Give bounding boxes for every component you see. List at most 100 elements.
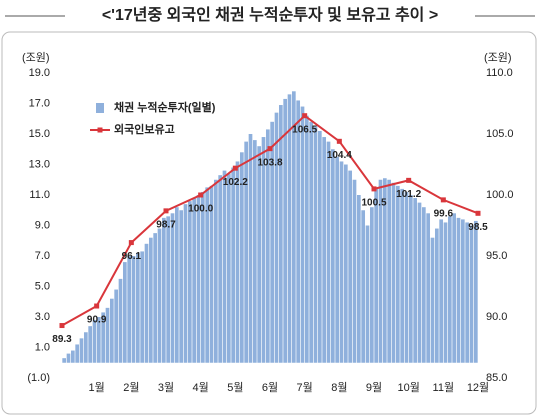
bar: [174, 207, 179, 363]
value-label: 98.5: [468, 222, 488, 233]
bar: [348, 170, 353, 363]
bar: [257, 146, 262, 363]
y-axis-label: (조원): [22, 51, 50, 64]
y2-tick-label: 95.0: [486, 250, 507, 262]
bar: [452, 213, 457, 363]
x-tick-label: 9월: [366, 381, 382, 394]
bar: [70, 350, 75, 363]
bar: [339, 161, 344, 363]
legend-swatch: [96, 103, 104, 113]
bar: [213, 179, 218, 363]
bar: [443, 222, 448, 363]
x-tick-label: 5월: [227, 381, 243, 394]
marker: [267, 146, 273, 152]
bar: [378, 179, 383, 363]
bar: [131, 256, 136, 363]
marker: [406, 177, 412, 183]
bar: [343, 164, 348, 363]
bar: [326, 141, 331, 363]
x-tick-label: 7월: [297, 381, 313, 394]
y2-axis-label: (조원): [484, 51, 512, 64]
chart-title: <'17년중 외국인 채권 누적순투자 및 보유고 추이 >: [102, 5, 438, 24]
bar: [226, 173, 231, 363]
x-tick-label: 8월: [331, 381, 347, 394]
marker: [59, 323, 65, 329]
bar: [265, 129, 270, 363]
bar: [352, 179, 357, 363]
bar: [140, 251, 145, 363]
y-tick-label: 11.0: [29, 189, 50, 201]
bar: [205, 187, 210, 363]
bar: [291, 91, 296, 363]
bar: [460, 219, 465, 363]
bar: [465, 222, 470, 363]
x-tick-label: 3월: [158, 381, 174, 394]
x-tick-label: 12월: [467, 381, 489, 394]
bar: [252, 140, 257, 363]
bar: [148, 237, 153, 363]
bar: [192, 198, 197, 363]
value-label: 99.6: [434, 209, 454, 220]
value-label: 96.1: [122, 251, 142, 262]
bar: [122, 262, 127, 363]
bar: [313, 126, 318, 363]
bar: [222, 170, 227, 363]
bar: [92, 320, 97, 363]
bar: [196, 195, 201, 363]
bar: [335, 156, 340, 363]
bar: [187, 201, 192, 363]
y2-tick-label: 110.0: [486, 67, 513, 79]
bar: [278, 105, 283, 363]
y-tick-label: 1.0: [35, 341, 50, 353]
bar: [161, 217, 166, 363]
y-tick-label: 7.0: [35, 250, 50, 262]
marker: [475, 210, 481, 216]
value-label: 103.8: [257, 157, 282, 168]
bar: [118, 278, 123, 363]
x-tick-label: 4월: [193, 381, 209, 394]
bar: [473, 220, 478, 363]
bar: [144, 243, 149, 363]
bar: [135, 252, 140, 363]
bar: [283, 98, 288, 363]
marker: [440, 197, 446, 203]
bar: [244, 141, 249, 363]
bar: [101, 312, 106, 363]
bar: [395, 185, 400, 363]
bar: [96, 317, 101, 363]
bar: [408, 195, 413, 363]
marker: [198, 192, 204, 198]
y-tick-label: 17.0: [29, 97, 50, 109]
bar: [88, 326, 93, 363]
bar: [309, 121, 314, 363]
marker: [336, 138, 342, 144]
bar: [447, 216, 452, 363]
bar: [166, 216, 171, 363]
legend-label: 외국인보유고: [114, 122, 175, 136]
bar: [456, 217, 461, 363]
value-label: 100.0: [188, 204, 213, 215]
bar: [183, 204, 188, 363]
bar: [62, 358, 67, 363]
marker: [371, 186, 377, 192]
bar: [430, 237, 435, 363]
bar: [231, 167, 236, 363]
legend-swatch: [97, 127, 103, 133]
bar: [387, 179, 392, 363]
legend-label: 채권 누적순투자(일별): [114, 100, 216, 114]
bar: [330, 149, 335, 363]
bar: [114, 289, 119, 363]
marker: [302, 113, 308, 119]
bar: [239, 152, 244, 363]
y-tick-label: 3.0: [35, 311, 50, 323]
value-label: 90.9: [87, 315, 107, 326]
bar: [75, 344, 80, 363]
marker: [232, 165, 238, 171]
bar: [179, 210, 184, 363]
bar: [235, 161, 240, 363]
bar: [79, 338, 84, 363]
bar: [200, 191, 205, 363]
x-tick-label: 2월: [123, 381, 139, 394]
bar: [382, 178, 387, 363]
